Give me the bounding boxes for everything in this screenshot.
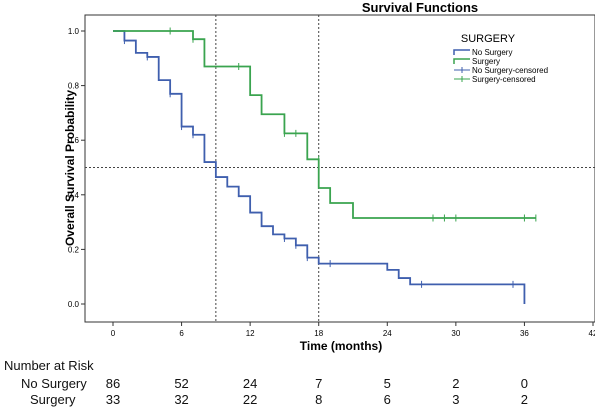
reference-lines xyxy=(85,15,595,322)
legend-label: Surgery xyxy=(472,57,500,66)
legend-label: No Surgery-censored xyxy=(472,66,548,75)
risk-cell: 7 xyxy=(315,376,323,391)
series-group xyxy=(113,27,537,304)
risk-row-label: No Surgery xyxy=(21,376,87,391)
risk-cell: 22 xyxy=(242,392,258,407)
axes: 0 6 12 18 24 30 36 42 0.0 0.2 0.4 0.6 0.8 1.0 xyxy=(68,27,595,338)
x-tick-label: 18 xyxy=(314,329,323,338)
series-line-0 xyxy=(113,30,526,304)
x-tick-label: 30 xyxy=(451,329,460,338)
y-tick-label: 0.8 xyxy=(68,82,80,91)
survival-chart: Survival Functions 061218243036420.00.20… xyxy=(63,0,595,353)
legend-swatch xyxy=(453,58,470,64)
legend-label: No Surgery xyxy=(472,48,512,57)
risk-table-title: Number at Risk xyxy=(4,358,94,373)
x-axis-label: Time (months) xyxy=(300,339,382,353)
risk-cell: 8 xyxy=(315,392,323,407)
x-tick-label: 0 xyxy=(111,329,116,338)
risk-cell: 2 xyxy=(520,392,529,407)
y-tick-label: 1.0 xyxy=(68,27,80,36)
risk-cell: 6 xyxy=(383,392,391,407)
risk-cell: 5 xyxy=(383,376,391,391)
y-tick-label: 0.0 xyxy=(68,300,80,309)
legend-label: Surgery-censored xyxy=(472,75,536,84)
risk-cell: 0 xyxy=(520,376,529,391)
risk-cell: 33 xyxy=(105,392,121,407)
legend-title: SURGERY xyxy=(461,33,516,45)
risk-cell: 2 xyxy=(452,376,460,391)
y-tick-label: 0.4 xyxy=(68,191,80,200)
x-tick-label: 42 xyxy=(589,329,595,338)
risk-cell: 3 xyxy=(452,392,460,407)
x-tick-label: 24 xyxy=(383,329,392,338)
series-line-1 xyxy=(113,30,536,219)
y-tick-label: 0.6 xyxy=(68,136,80,145)
x-tick-label: 6 xyxy=(179,329,184,338)
chart-title: Survival Functions xyxy=(362,0,478,15)
risk-row-label: Surgery xyxy=(30,392,76,407)
plot-frame xyxy=(84,14,595,323)
risk-cell: 52 xyxy=(174,376,189,391)
legend-swatch xyxy=(453,49,470,55)
x-tick-label: 36 xyxy=(520,329,529,338)
risk-cell: 86 xyxy=(105,376,121,391)
y-axis-label: Overall Survival Probability xyxy=(63,90,77,246)
risk-cell: 24 xyxy=(242,376,258,391)
x-tick-label: 12 xyxy=(246,329,255,338)
y-tick-label: 0.2 xyxy=(68,245,80,254)
risk-cell: 32 xyxy=(174,392,189,407)
